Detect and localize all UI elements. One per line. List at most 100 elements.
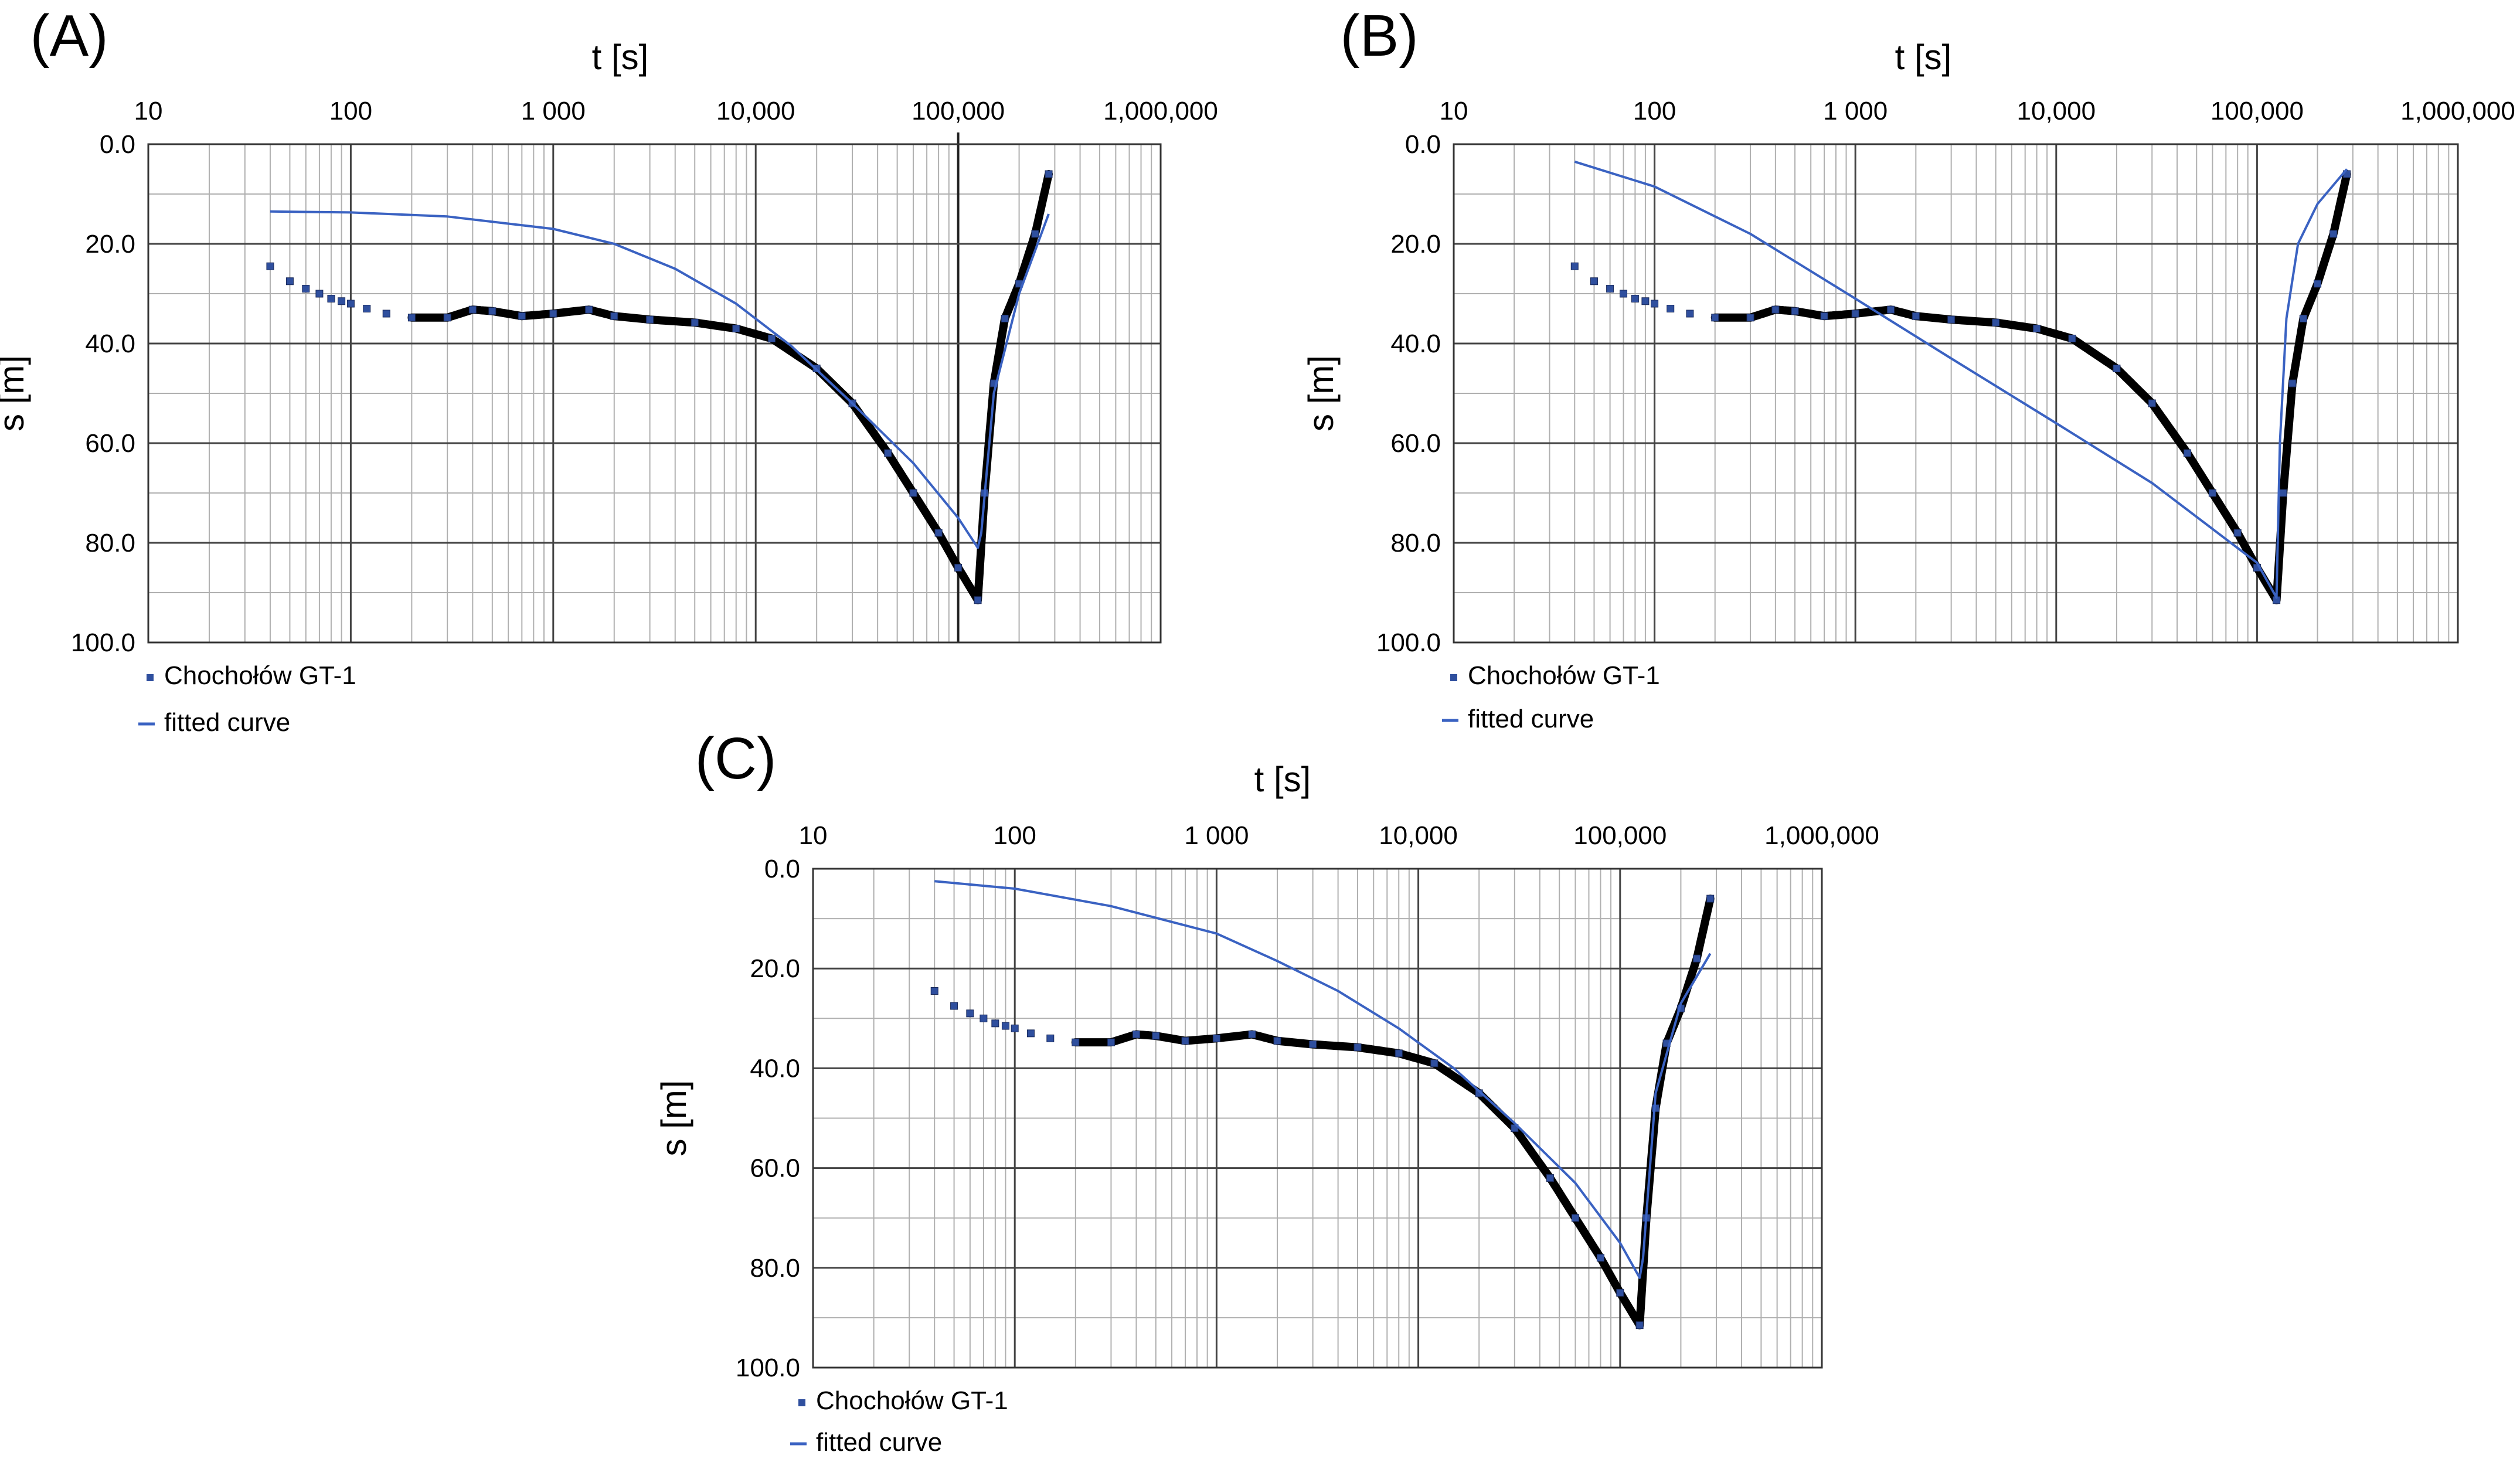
data-point [1606,285,1614,293]
data-point [732,325,740,332]
y-tick-label: 100.0 [736,1354,800,1382]
y-tick-label: 40.0 [1390,329,1441,358]
y-tick-label: 60.0 [1390,429,1441,458]
data-point [443,314,451,322]
data-point [954,564,963,572]
data-point [1992,318,2000,327]
data-point [549,310,557,318]
data-point [382,310,390,318]
data-point [1353,1043,1362,1052]
data-point [1616,1288,1624,1297]
x-tick-label: 10 [134,97,163,125]
panel-label: (A) [30,3,108,69]
x-axis-title: t [s] [1254,760,1311,799]
data-point [610,312,618,320]
y-tick-label: 40.0 [750,1054,800,1083]
y-tick-label: 20.0 [750,954,800,983]
x-axis-title: t [s] [592,38,649,77]
data-point [2184,449,2192,457]
data-point [768,335,776,342]
y-tick-label: 0.0 [100,130,135,159]
data-point [1631,295,1639,302]
data-point [1590,277,1598,285]
data-point [468,305,477,314]
y-tick-label: 80.0 [750,1254,800,1283]
x-tick-label: 100,000 [912,97,1005,125]
data-point [2288,379,2297,387]
y-tick-label: 0.0 [764,855,800,883]
fitted-curve-line [934,880,1712,1279]
x-tick-label: 10,000 [716,97,795,125]
data-point [585,305,593,314]
data-point [1273,1037,1281,1045]
data-point [1212,1034,1220,1042]
legend-label-fitted: fitted curve [816,1428,942,1457]
data-point [338,297,346,305]
y-axis-title: s [m] [654,1080,693,1157]
y-tick-label: 20.0 [85,230,135,259]
y-tick-label: 60.0 [85,429,135,458]
y-axis-title: s [m] [0,355,31,431]
x-tick-label: 100 [329,97,372,125]
data-point [1912,312,1920,320]
data-point [1596,1254,1604,1262]
data-point [2279,489,2287,497]
y-tick-label: 100.0 [71,628,135,657]
data-point [1031,230,1039,238]
data-point [1771,305,1780,314]
data-point [2148,399,2156,407]
data-point [2299,315,2307,322]
x-tick-label: 10 [799,821,828,850]
panel-label: (B) [1340,3,1418,69]
legend: Chochołów GT-1 fitted curve [138,661,356,737]
data-point [1152,1032,1160,1040]
x-tick-label: 10,000 [2017,97,2096,125]
legend-marker-icon [798,1399,805,1406]
panel-label: (C) [695,726,777,791]
data-point [302,285,310,293]
data-point [934,529,943,537]
data-point [1667,305,1675,312]
data-point [2068,335,2076,342]
data-point [950,1002,958,1010]
data-point [327,295,335,302]
data-point [1011,1024,1019,1032]
legend: Chochołów GT-1 fitted curve [1442,661,1660,733]
data-point [2208,489,2216,497]
legend-label-fitted: fitted curve [164,708,290,737]
chart-panel-a: 10 100 1 000 10,000 100,000 1,000,000 0.0 20.0 4… [0,3,1218,737]
data-point [518,312,526,320]
data-point [407,314,416,322]
y-tick-label: 100.0 [1376,628,1441,657]
data-point [1693,954,1701,963]
data-point [1046,1034,1055,1042]
legend-marker-icon [147,674,154,681]
x-tick-label: 1 000 [521,97,586,125]
data-point [1947,315,1956,324]
chart-panel-b: 10 100 1 000 10,000 100,000 1,000,000 0.0 20.0 4… [1301,3,2515,733]
legend: Chochołów GT-1 fitted curve [790,1386,1008,1457]
x-tick-label: 10 [1440,97,1468,125]
data-point [1309,1040,1317,1049]
data-point [1641,297,1650,305]
data-point [646,315,654,324]
fitted-curve-line [1574,160,2348,599]
data-point [1107,1038,1115,1046]
data-point [1706,895,1715,903]
x-tick-label: 1,000,000 [2400,97,2515,125]
y-tick-label: 80.0 [1390,529,1441,557]
y-axis-title: s [m] [1301,355,1341,431]
x-tick-label: 1,000,000 [1764,821,1879,850]
plot-frame [1453,143,2459,644]
data-point [488,307,496,315]
data-point [2113,365,2121,372]
data-point [966,1009,974,1018]
data-point [1181,1037,1189,1045]
legend-marker-icon [1450,674,1457,681]
data-point [2233,529,2242,537]
data-point [2329,230,2338,238]
x-tick-label: 100,000 [1573,821,1667,850]
data-point [2314,280,2322,288]
data-point [909,489,917,497]
